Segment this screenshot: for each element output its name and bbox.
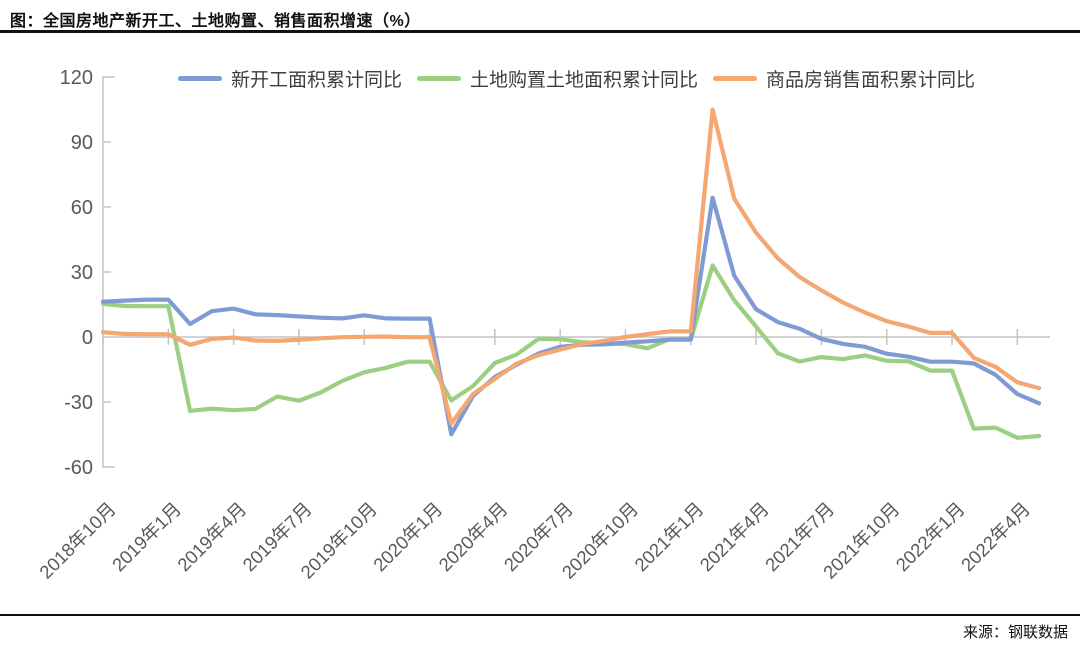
source-label: 来源：钢联数据 <box>962 624 1068 641</box>
svg-text:2021年7月: 2021年7月 <box>761 498 838 575</box>
svg-text:0: 0 <box>82 327 93 349</box>
line-swatch-blue-icon <box>177 75 222 81</box>
svg-text:-60: -60 <box>64 457 93 479</box>
footer-divider <box>0 614 1080 616</box>
svg-text:2018年10月: 2018年10月 <box>35 498 120 583</box>
chart-title: 图：全国房地产新开工、土地购置、销售面积增速（%） <box>10 13 421 30</box>
svg-text:90: 90 <box>71 132 93 154</box>
svg-text:2020年1月: 2020年1月 <box>369 498 446 575</box>
svg-text:2019年4月: 2019年4月 <box>173 498 250 575</box>
svg-text:2021年1月: 2021年1月 <box>630 498 707 575</box>
legend-label-sales: 商品房销售面积累计同比 <box>766 69 976 91</box>
svg-text:2021年10月: 2021年10月 <box>819 498 904 583</box>
svg-text:30: 30 <box>71 262 93 284</box>
legend-label-new-starts: 新开工面积累计同比 <box>230 69 402 91</box>
svg-text:60: 60 <box>71 197 93 219</box>
svg-text:2019年1月: 2019年1月 <box>108 498 185 575</box>
title-divider <box>0 30 1080 33</box>
svg-text:2020年7月: 2020年7月 <box>500 498 577 575</box>
svg-text:2021年4月: 2021年4月 <box>696 498 773 575</box>
legend-item-new-starts: 新开工面积累计同比 <box>177 65 402 92</box>
svg-text:2020年10月: 2020年10月 <box>558 498 643 583</box>
svg-text:2019年10月: 2019年10月 <box>296 498 381 583</box>
svg-text:2022年1月: 2022年1月 <box>891 498 968 575</box>
svg-text:2022年4月: 2022年4月 <box>957 498 1034 575</box>
legend-item-sales: 商品房销售面积累计同比 <box>713 65 975 92</box>
svg-text:-30: -30 <box>64 392 93 414</box>
chart-legend: 新开工面积累计同比 土地购置土地面积累计同比 商品房销售面积累计同比 <box>103 62 1050 94</box>
svg-text:2020年4月: 2020年4月 <box>434 498 511 575</box>
legend-label-land-purchase: 土地购置土地面积累计同比 <box>469 69 698 91</box>
line-swatch-orange-icon <box>713 75 757 81</box>
svg-text:2019年7月: 2019年7月 <box>238 498 315 575</box>
svg-text:120: 120 <box>60 67 93 89</box>
line-swatch-green-icon <box>416 75 461 81</box>
legend-item-land-purchase: 土地购置土地面积累计同比 <box>416 65 698 92</box>
